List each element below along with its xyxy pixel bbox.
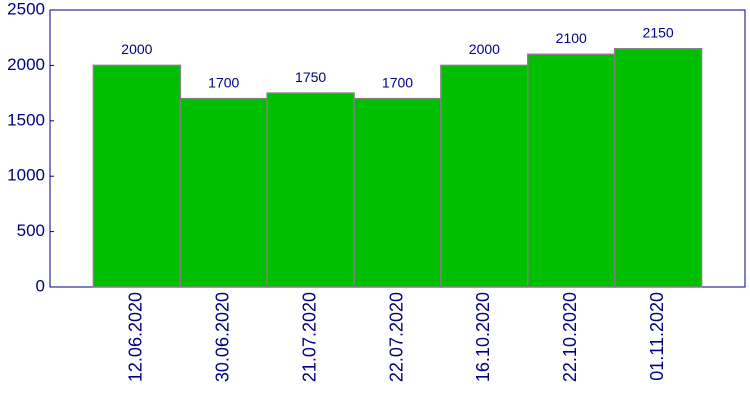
bar — [527, 53, 616, 288]
bar — [179, 97, 268, 288]
bar — [613, 48, 703, 288]
y-tick-label: 1000 — [7, 166, 45, 185]
bar — [266, 92, 355, 288]
value-label: 2000 — [121, 41, 152, 57]
y-tick-label: 2500 — [7, 0, 45, 18]
value-label: 2100 — [556, 30, 587, 46]
value-label: 1750 — [295, 69, 326, 85]
x-tick-label: 12.06.2020 — [126, 292, 146, 382]
bar — [440, 64, 529, 288]
value-label: 2150 — [643, 24, 674, 40]
bar — [92, 64, 182, 288]
value-label: 1700 — [208, 74, 239, 90]
x-tick-label: 21.07.2020 — [299, 292, 319, 382]
value-label: 2000 — [469, 41, 500, 57]
y-tick-label: 0 — [36, 276, 45, 295]
x-tick-label: 30.06.2020 — [213, 292, 233, 382]
x-tick-label: 22.07.2020 — [386, 292, 406, 382]
x-tick-label: 01.11.2020 — [647, 292, 667, 381]
bar — [353, 97, 442, 288]
y-tick-label: 500 — [17, 221, 45, 240]
x-tick-label: 22.10.2020 — [560, 292, 580, 382]
y-tick-label: 2000 — [7, 55, 45, 74]
value-label: 1700 — [382, 74, 413, 90]
x-tick-label: 16.10.2020 — [473, 292, 493, 382]
y-tick-label: 1500 — [7, 110, 45, 129]
